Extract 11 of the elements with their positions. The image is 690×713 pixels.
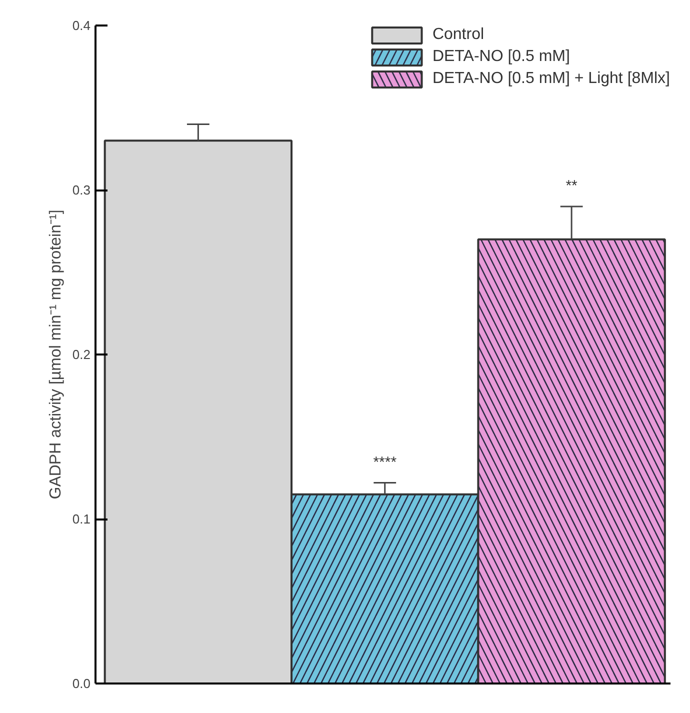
legend-label: DETA-NO [0.5 mM] [432, 48, 570, 66]
y-tick-label: 0.2 [72, 347, 91, 362]
legend-label: Control [432, 26, 484, 44]
y-tick-label: 0.4 [72, 18, 91, 33]
y-axis-title: GADPH activity [µmol min⁻¹ mg protein⁻¹] [47, 210, 64, 500]
y-tick-label: 0.1 [72, 512, 91, 526]
annotation: **** [373, 454, 397, 471]
annotation: ** [566, 177, 578, 194]
y-tick-label: 0.3 [72, 182, 91, 198]
legend-label: DETA-NO [0.5 mM] + Light [8Mlx] [432, 70, 670, 88]
y-tick-label: 0.0 [72, 676, 91, 691]
